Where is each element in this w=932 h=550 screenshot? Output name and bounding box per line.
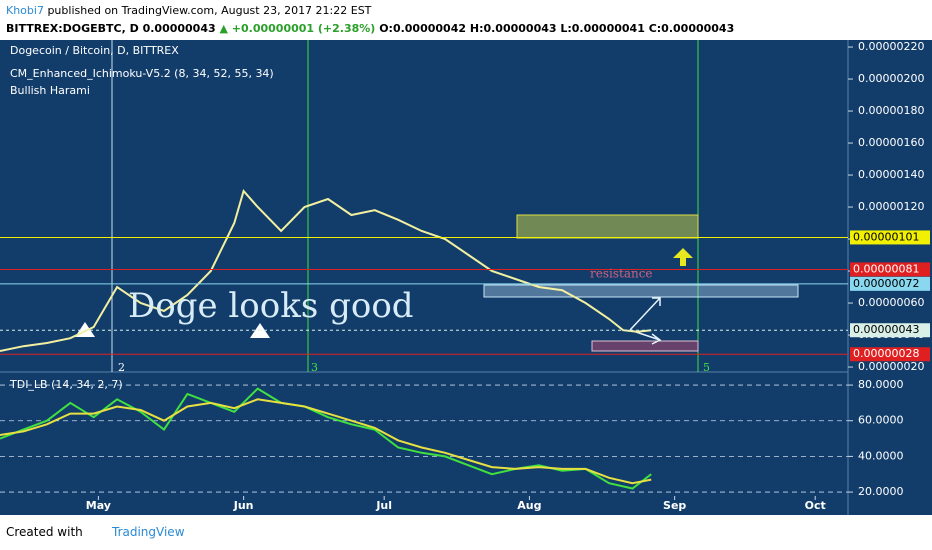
annotation: Doge looks good xyxy=(128,286,414,326)
created-with: Created with xyxy=(6,525,83,539)
annotation: resistance xyxy=(590,267,653,281)
change: ▲ +0.00000001 (+2.38%) xyxy=(219,22,376,35)
publish-line: Khobi7 published on TradingView.com, Aug… xyxy=(6,4,371,17)
price-label-box xyxy=(850,262,930,277)
price-label: 0.00000028 xyxy=(853,347,919,360)
background xyxy=(0,40,932,515)
y-tick-label: 20.0000 xyxy=(858,485,904,498)
x-tick-label: Jun xyxy=(233,499,254,512)
y-tick-label: 0.00000160 xyxy=(858,136,924,149)
indicator-label: CM_Enhanced_Ichimoku-V5.2 (8, 34, 52, 55… xyxy=(10,67,274,80)
pane-title: Dogecoin / Bitcoin, D, BITTREX xyxy=(10,44,179,57)
zone-box xyxy=(516,214,699,239)
y-tick-label: 0.00000200 xyxy=(858,72,924,85)
annotation: 5 xyxy=(703,361,710,374)
price-label: 0.00000072 xyxy=(853,277,919,290)
header: Khobi7 published on TradingView.com, Aug… xyxy=(0,0,932,40)
y-tick-label: 80.0000 xyxy=(858,378,904,391)
projection-arrow xyxy=(629,297,662,345)
annotation: 3 xyxy=(311,361,318,374)
price-label: 0.00000101 xyxy=(853,230,919,243)
low: L:0.00000041 xyxy=(560,22,645,35)
pane-title: TDI_LB (14, 34, 2, 7) xyxy=(9,378,123,391)
harami-marker xyxy=(75,322,270,338)
x-tick-label: May xyxy=(86,499,111,512)
footer: Created with TradingView xyxy=(0,515,932,550)
price-label-box xyxy=(850,323,930,338)
annotation: 2 xyxy=(118,361,125,374)
indicator-label: Bullish Harami xyxy=(10,84,90,97)
price-line xyxy=(0,398,652,485)
x-tick-label: Jul xyxy=(375,499,392,512)
price-label-box xyxy=(850,347,930,362)
zone-box xyxy=(591,340,699,352)
x-tick-label: Aug xyxy=(517,499,541,512)
y-tick-label: 40.0000 xyxy=(858,449,904,462)
price-line xyxy=(0,188,652,352)
x-tick-label: Oct xyxy=(805,499,826,512)
y-tick-label: 60.0000 xyxy=(858,414,904,427)
y-tick-label: 0.00000220 xyxy=(858,40,924,53)
zone-box xyxy=(483,284,799,298)
price-label: 0.00000081 xyxy=(853,262,919,275)
published: published on TradingView.com, August 23,… xyxy=(47,4,372,17)
close: C:0.00000043 xyxy=(648,22,735,35)
up-arrow xyxy=(673,248,693,266)
y-tick-label: 0.00000020 xyxy=(858,360,924,373)
price-label: 0.00000043 xyxy=(853,323,919,336)
brand[interactable]: TradingView xyxy=(112,525,185,539)
y-tick-label: 0.00000060 xyxy=(858,296,924,309)
chart: 0.00000220 0.00000200 0.00000180 0.00000160… xyxy=(0,40,932,515)
symbol: BITTREX:DOGEBTC, D xyxy=(6,22,139,35)
y-tick-label: 0.00000140 xyxy=(858,168,924,181)
ticker-line: BITTREX:DOGEBTC, D 0.00000043 ▲ +0.00000… xyxy=(6,22,734,35)
price-label-box xyxy=(850,276,930,291)
y-tick-label: 0.00000120 xyxy=(858,200,924,213)
author[interactable]: Khobi7 xyxy=(6,4,44,17)
y-tick-label: 0.00000180 xyxy=(858,104,924,117)
high: H:0.00000043 xyxy=(469,22,557,35)
open: O:0.00000042 xyxy=(379,22,467,35)
price-label-box xyxy=(850,230,930,245)
x-tick-label: Sep xyxy=(663,499,686,512)
price: 0.00000043 xyxy=(142,22,216,35)
